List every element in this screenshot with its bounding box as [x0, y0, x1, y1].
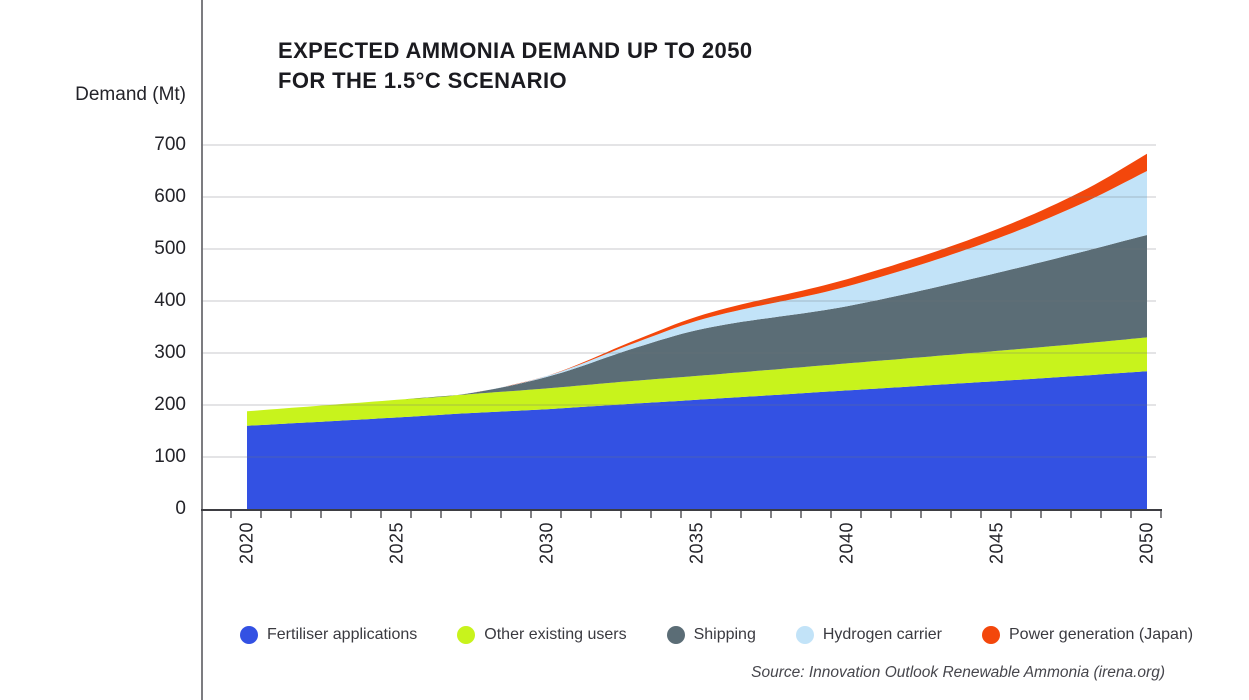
- y-tick-label-100: 100: [154, 446, 186, 467]
- y-tick-label-200: 200: [154, 394, 186, 415]
- y-tick-label-400: 400: [154, 290, 186, 311]
- legend-item-power-generation-japan-: Power generation (Japan): [982, 626, 1193, 644]
- legend-label: Hydrogen carrier: [822, 626, 942, 643]
- y-tick-label-300: 300: [154, 342, 186, 363]
- area-fertiliser-applications: [247, 371, 1147, 509]
- source-note: Source: Innovation Outlook Renewable Amm…: [751, 664, 1165, 681]
- legend-swatch-icon: [982, 626, 1000, 644]
- chart-title-line2: FOR THE 1.5°C SCENARIO: [278, 68, 567, 93]
- x-tick-label-2025: 2025: [386, 521, 407, 565]
- legend-label: Fertiliser applications: [267, 626, 418, 643]
- legend-swatch-icon: [795, 626, 814, 644]
- area-shipping: [247, 235, 1147, 412]
- chart-title-line1: EXPECTED AMMONIA DEMAND UP TO 2050: [278, 38, 753, 63]
- y-tick-label-500: 500: [154, 238, 186, 259]
- legend-swatch-icon: [457, 626, 476, 644]
- legend-item-shipping: Shipping: [666, 626, 756, 644]
- legend-item-fertiliser-applications: Fertiliser applications: [240, 626, 417, 644]
- y-tick-label-700: 700: [154, 134, 186, 155]
- y-tick-label-600: 600: [154, 186, 186, 207]
- legend-label: Shipping: [693, 626, 756, 643]
- legend: Fertiliser applications Other existing us…: [240, 626, 1193, 644]
- x-tick-label-2030: 2030: [536, 521, 557, 565]
- chart-title: EXPECTED AMMONIA DEMAND UP TO 2050 FOR T…: [278, 36, 752, 96]
- x-tick-label-2045: 2045: [986, 521, 1007, 565]
- x-tick-label-2035: 2035: [686, 521, 707, 565]
- figure-left-border: [201, 0, 203, 700]
- x-tick-label-2020: 2020: [236, 521, 257, 565]
- legend-item-other-existing-users: Other existing users: [457, 626, 627, 644]
- x-tick-label-2040: 2040: [836, 521, 857, 565]
- area-other-existing-users: [247, 337, 1147, 426]
- x-tick-label-2050: 2050: [1136, 521, 1157, 565]
- y-axis-label: Demand (Mt): [75, 84, 186, 105]
- y-tick-label-0: 0: [175, 498, 186, 519]
- legend-label: Other existing users: [484, 626, 627, 643]
- legend-label: Power generation (Japan): [1009, 626, 1194, 643]
- legend-item-hydrogen-carrier: Hydrogen carrier: [795, 626, 942, 644]
- legend-swatch-icon: [240, 626, 258, 644]
- legend-swatch-icon: [666, 626, 685, 644]
